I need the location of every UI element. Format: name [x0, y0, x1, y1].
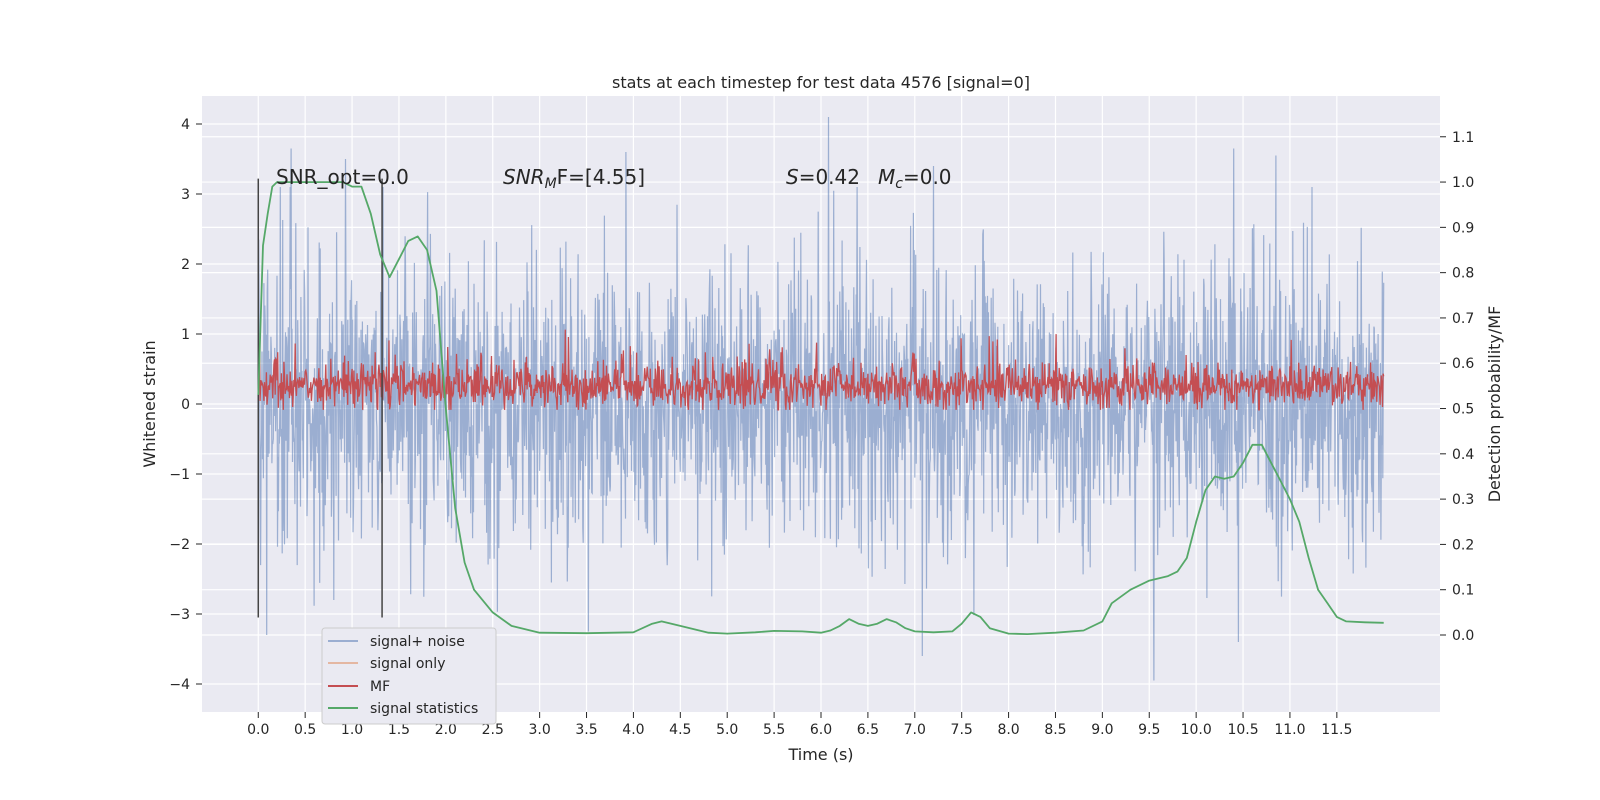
- legend-label: signal+ noise: [370, 634, 465, 650]
- y-tick-label: −2: [169, 537, 190, 553]
- y-tick-label: 1: [181, 327, 190, 343]
- x-tick-label: 2.0: [435, 722, 457, 738]
- annotation-s-symbol: S: [786, 165, 799, 189]
- y-tick-label: −4: [169, 677, 190, 693]
- y2-tick-label: 0.3: [1452, 492, 1474, 508]
- annotation-snr-opt: SNR_opt=0.0: [276, 165, 409, 189]
- x-tick-label: 0.0: [247, 722, 269, 738]
- mf-series: [257, 329, 1385, 411]
- y-tick-label: 2: [181, 257, 190, 273]
- y2-axis-label: Detection probability/MF: [1485, 306, 1504, 503]
- legend-item-signal-noise: signal+ noise: [328, 634, 465, 650]
- legend-item-signal-only: signal only: [328, 656, 445, 672]
- x-tick-label: 3.0: [529, 722, 551, 738]
- x-tick-label: 4.0: [622, 722, 644, 738]
- x-tick-label: 7.0: [904, 722, 926, 738]
- x-tick-label: 3.5: [575, 722, 597, 738]
- y2-tick-label: 0.7: [1452, 311, 1474, 327]
- y2-tick-label: 0.2: [1452, 537, 1474, 553]
- x-axis-label: Time (s): [787, 745, 853, 764]
- annotation-s-value: =0.42: [799, 165, 860, 189]
- annotation-snr-mf: SNRMF=[4.55]: [503, 165, 645, 192]
- y2-tick-label: 0.0: [1452, 628, 1474, 644]
- x-tick-label: 4.5: [669, 722, 691, 738]
- annotation-snr-mf-sub: M: [545, 176, 557, 192]
- annotation-snr-mf-value: F=[4.55]: [557, 165, 645, 189]
- y2-tick-label: 0.1: [1452, 583, 1474, 599]
- annotation-mc-sub: c: [895, 176, 903, 192]
- y2-tick-label: 1.0: [1452, 175, 1474, 191]
- annotation-mc-symbol: M: [878, 165, 895, 189]
- x-tick-label: 7.5: [951, 722, 973, 738]
- y-tick-label: −3: [169, 607, 190, 623]
- x-tick-label: 1.5: [388, 722, 410, 738]
- x-tick-label: 1.0: [341, 722, 363, 738]
- x-tick-label: 5.0: [716, 722, 738, 738]
- y-axis-ticks: −4 −3 −2 −1 0 1 2 3 4: [169, 117, 202, 693]
- y-tick-label: −1: [169, 467, 190, 483]
- legend-box: [321, 627, 497, 725]
- y2-tick-label: 1.1: [1452, 130, 1474, 146]
- legend-label: signal only: [370, 656, 445, 672]
- x-tick-label: 9.0: [1091, 722, 1113, 738]
- y2-axis-ticks: 0.0 0.1 0.2 0.3 0.4 0.5 0.6 0.7 0.8 0.9 1.0 1.1: [1440, 130, 1474, 644]
- y-tick-label: 3: [181, 187, 190, 203]
- signal-statistics-series: [257, 181, 1384, 635]
- x-tick-label: 6.5: [857, 722, 879, 738]
- y-tick-label: 4: [181, 117, 190, 133]
- x-tick-label: 2.5: [482, 722, 504, 738]
- legend-item-signal-statistics: signal statistics: [328, 701, 478, 717]
- legend-label: signal statistics: [370, 701, 478, 717]
- x-tick-label: 0.5: [294, 722, 316, 738]
- y2-tick-label: 0.6: [1452, 356, 1474, 372]
- y2-tick-label: 0.9: [1452, 220, 1474, 236]
- x-tick-label: 8.0: [997, 722, 1019, 738]
- y2-tick-label: 0.4: [1452, 447, 1474, 463]
- annotation-s-mc: S=0.42 Mc=0.0: [786, 165, 952, 192]
- legend: signal+ noise signal only MF signal stat…: [321, 627, 497, 725]
- x-axis-ticks: 0.0 0.5 1.0 1.5 2.0 2.5 3.0 3.5 4.0 4.5 5.0 5.5 6.0 6…: [247, 712, 1352, 738]
- x-tick-label: 10.5: [1227, 722, 1258, 738]
- y-axis-label: Whitened strain: [140, 340, 159, 467]
- chart-title: stats at each timestep for test data 457…: [612, 73, 1030, 92]
- x-tick-label: 11.5: [1321, 722, 1352, 738]
- y2-tick-label: 0.8: [1452, 266, 1474, 282]
- annotation-snr-mf-main: SNR: [503, 165, 545, 189]
- x-tick-label: 9.5: [1138, 722, 1160, 738]
- legend-label: MF: [370, 679, 390, 695]
- annotation-mc-value: =0.0: [903, 165, 952, 189]
- x-tick-label: 5.5: [763, 722, 785, 738]
- mf-line: [257, 329, 1385, 411]
- x-tick-label: 6.0: [810, 722, 832, 738]
- x-tick-label: 8.5: [1044, 722, 1066, 738]
- y-tick-label: 0: [181, 397, 190, 413]
- x-tick-label: 10.0: [1181, 722, 1212, 738]
- vertical-markers: [257, 178, 383, 618]
- x-tick-label: 11.0: [1274, 722, 1305, 738]
- signal-statistics-line: [257, 181, 1384, 635]
- legend-item-mf: MF: [328, 679, 390, 695]
- y2-tick-label: 0.5: [1452, 402, 1474, 418]
